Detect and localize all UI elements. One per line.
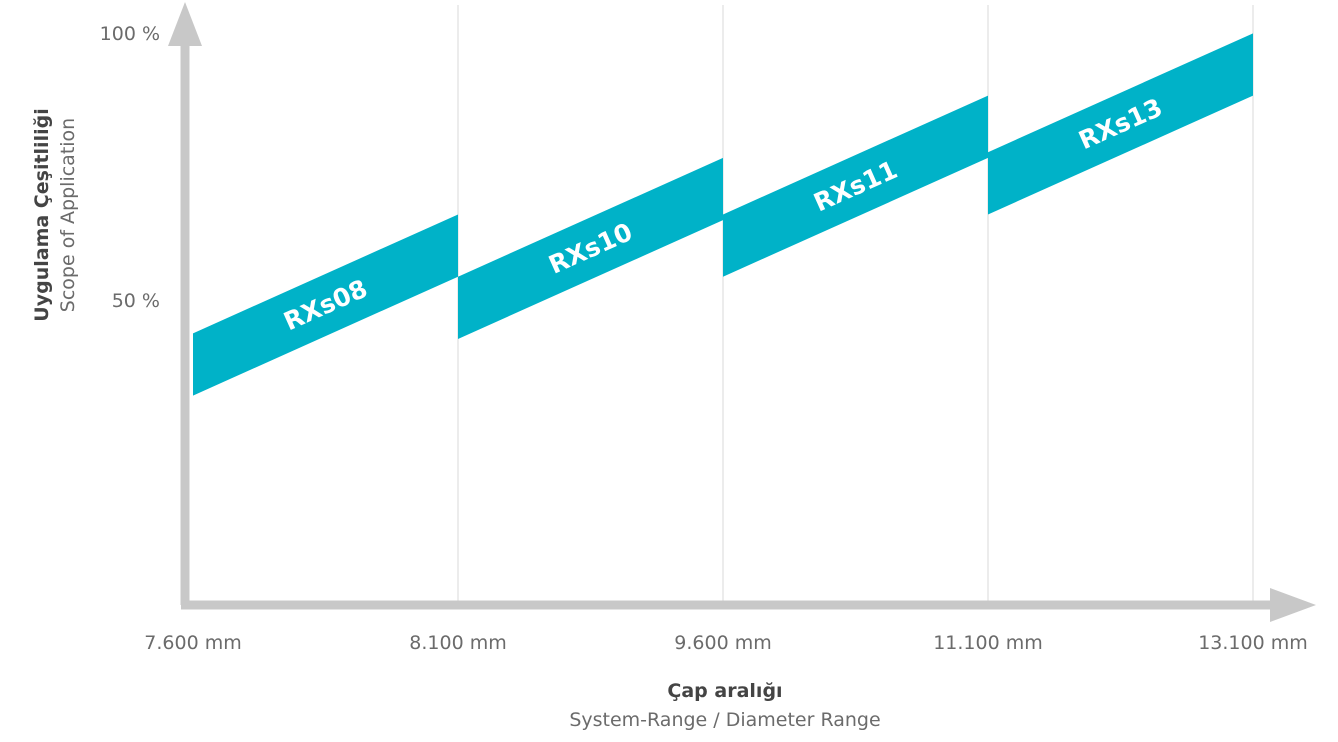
x-tick-label: 13.100 mm	[1198, 632, 1308, 654]
y-axis-arrow-icon	[168, 2, 202, 46]
y-axis-title: Uygulama Çeşitliliği Scope of Applicatio…	[31, 108, 79, 321]
x-ticks: 7.600 mm 8.100 mm 9.600 mm 11.100 mm 13.100 …	[144, 632, 1308, 654]
x-tick-label: 8.100 mm	[409, 632, 506, 654]
x-tick-label: 9.600 mm	[674, 632, 771, 654]
x-tick-label: 7.600 mm	[144, 632, 241, 654]
x-axis-arrow-icon	[1270, 588, 1316, 622]
y-tick-label: 100 %	[100, 23, 160, 45]
band-rxs08	[193, 214, 458, 396]
x-axis-title: Çap aralığı System-Range / Diameter Rang…	[569, 680, 880, 731]
y-ticks: 100 % 50 %	[100, 23, 160, 312]
y-axis-title-sub: Scope of Application	[57, 118, 79, 312]
y-tick-label: 50 %	[112, 290, 160, 312]
band-rxs11	[723, 95, 988, 277]
x-axis-title-main: Çap aralığı	[667, 680, 782, 702]
x-tick-label: 11.100 mm	[933, 632, 1043, 654]
axes	[168, 2, 1316, 622]
band-rxs13	[988, 33, 1253, 215]
band-rxs10	[458, 157, 723, 339]
y-axis-title-main: Uygulama Çeşitliliği	[31, 108, 53, 321]
x-axis-title-sub: System-Range / Diameter Range	[569, 709, 880, 731]
